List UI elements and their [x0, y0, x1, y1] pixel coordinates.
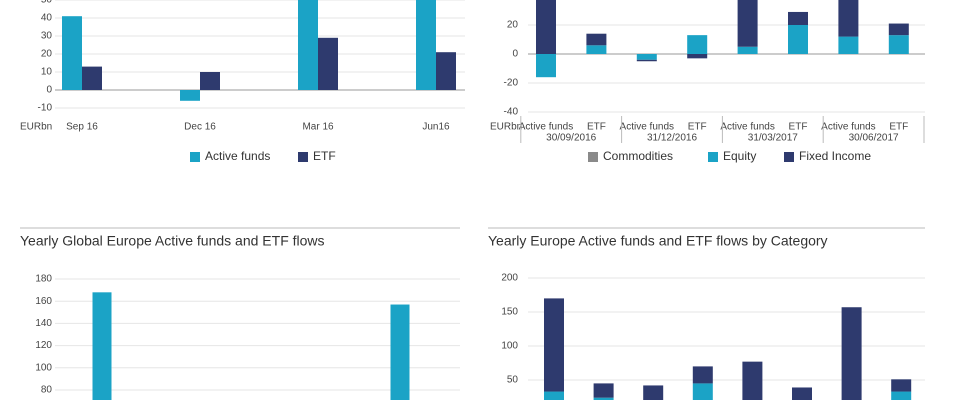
- y-tick-label: 10: [41, 67, 53, 78]
- x-tick-label: Dec 16: [184, 122, 216, 133]
- y-tick-label: 100: [501, 341, 518, 352]
- y-tick-label: 20: [41, 49, 53, 60]
- bar: [692, 366, 713, 384]
- bar: [536, 0, 556, 54]
- x-tick-label: ETF: [688, 122, 707, 133]
- y-tick-label: 180: [35, 274, 52, 285]
- bar: [586, 33, 607, 46]
- bar: [636, 54, 657, 60]
- bar: [888, 35, 909, 54]
- bar: [92, 292, 112, 400]
- bar: [788, 11, 808, 25]
- legend-swatch: [708, 152, 718, 162]
- y-tick-label: -40: [504, 107, 519, 118]
- x-tick-label: Jun16: [422, 122, 450, 133]
- legend-swatch: [190, 152, 200, 162]
- bar: [888, 23, 909, 36]
- y-tick-label: -20: [504, 78, 519, 89]
- y-tick-label: 120: [35, 340, 52, 351]
- y-tick-label: 0: [512, 49, 518, 60]
- bar: [838, 0, 859, 37]
- legend-label: Equity: [723, 149, 756, 163]
- bar: [636, 59, 657, 62]
- y-tick-label: 150: [501, 307, 518, 318]
- y-tick-label: 200: [501, 273, 518, 284]
- bar: [841, 307, 862, 400]
- legend-label: Commodities: [603, 149, 673, 163]
- x-group-label: 31/12/2016: [647, 133, 697, 144]
- y-tick-label: -10: [38, 103, 53, 114]
- x-tick-label: Active funds: [519, 122, 573, 133]
- y-tick-label: 140: [35, 318, 52, 329]
- bar: [788, 25, 808, 54]
- x-tick-label: ETF: [587, 122, 606, 133]
- y-axis-label: EURbn: [20, 122, 52, 133]
- bar: [586, 45, 607, 54]
- y-tick-label: 50: [507, 375, 519, 386]
- bar: [792, 387, 812, 400]
- x-tick-label: ETF: [889, 122, 908, 133]
- chart-title: Yearly Europe Active funds and ETF flows…: [488, 233, 828, 249]
- bar: [62, 16, 82, 91]
- bar: [298, 0, 318, 90]
- bar: [200, 72, 220, 90]
- x-tick-label: Active funds: [720, 122, 774, 133]
- x-tick-label: Sep 16: [66, 122, 98, 133]
- y-tick-label: 50: [41, 0, 53, 6]
- x-tick-label: Active funds: [821, 122, 875, 133]
- bar: [436, 52, 456, 90]
- bar: [390, 304, 410, 400]
- x-group-label: 30/06/2017: [849, 133, 899, 144]
- bar: [544, 391, 564, 400]
- x-tick-label: Mar 16: [302, 122, 334, 133]
- bar: [737, 0, 758, 47]
- bar: [593, 383, 614, 398]
- bar: [891, 379, 912, 392]
- bar: [838, 36, 859, 54]
- legend-label: Active funds: [205, 149, 270, 163]
- bar: [416, 0, 436, 90]
- legend-label: ETF: [313, 149, 336, 163]
- bar: [692, 383, 713, 400]
- y-tick-label: 160: [35, 296, 52, 307]
- bar: [536, 54, 556, 78]
- bar: [544, 298, 564, 392]
- bar: [891, 391, 912, 400]
- legend-swatch: [784, 152, 794, 162]
- y-axis-label: EURbn: [490, 122, 522, 133]
- x-tick-label: Active funds: [620, 122, 674, 133]
- bar: [593, 397, 614, 400]
- y-tick-label: 30: [41, 31, 53, 42]
- chart-title: Yearly Global Europe Active funds and ET…: [20, 233, 325, 249]
- bar: [180, 90, 200, 101]
- bar: [687, 35, 708, 54]
- bar: [737, 46, 758, 54]
- legend-label: Fixed Income: [799, 149, 871, 163]
- y-tick-label: 100: [35, 362, 52, 373]
- bar: [82, 66, 102, 90]
- bar: [687, 54, 708, 59]
- y-tick-label: 20: [507, 20, 519, 31]
- bar: [742, 361, 763, 400]
- legend-swatch: [588, 152, 598, 162]
- x-group-label: 31/03/2017: [748, 133, 798, 144]
- x-group-label: 30/09/2016: [546, 133, 596, 144]
- x-tick-label: ETF: [789, 122, 808, 133]
- y-tick-label: 0: [46, 85, 52, 96]
- bar: [643, 385, 664, 400]
- bar: [318, 37, 338, 90]
- legend-swatch: [298, 152, 308, 162]
- y-tick-label: 80: [41, 385, 53, 396]
- y-tick-label: 40: [41, 13, 53, 24]
